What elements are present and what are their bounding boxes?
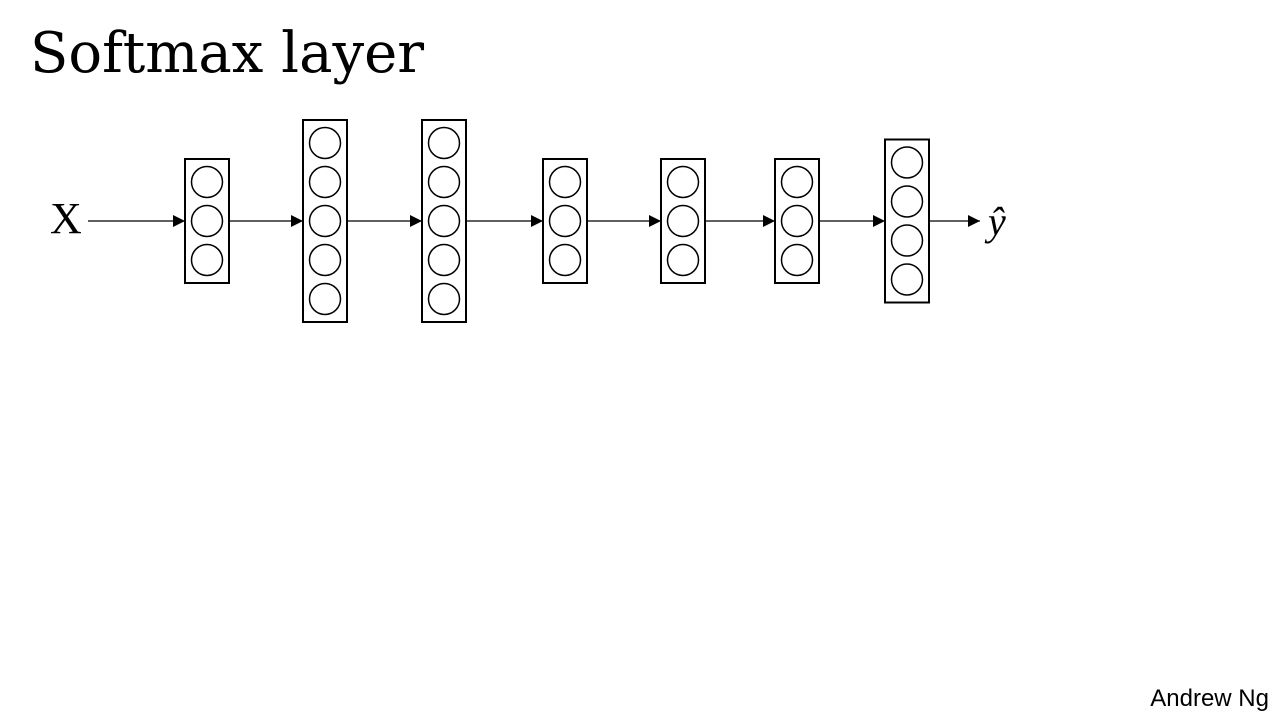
- layer-6-box: [774, 158, 820, 284]
- neuron-unit: [666, 204, 700, 238]
- layer-2-box: [302, 119, 348, 323]
- neuron-unit: [308, 165, 342, 199]
- neuron-unit: [308, 204, 342, 238]
- neuron-unit: [308, 282, 342, 316]
- neuron-unit: [548, 165, 582, 199]
- layer-7-box: [884, 138, 930, 304]
- layer-4: [542, 158, 588, 284]
- neuron-unit: [190, 165, 224, 199]
- neuron-unit: [890, 263, 924, 296]
- neuron-unit: [780, 243, 814, 277]
- neuron-unit: [548, 204, 582, 238]
- layer-7: [884, 138, 930, 304]
- layer-6: [774, 158, 820, 284]
- neuron-unit: [308, 126, 342, 160]
- neuron-unit: [548, 243, 582, 277]
- neuron-unit: [308, 243, 342, 277]
- neuron-unit: [427, 282, 461, 316]
- neuron-unit: [780, 204, 814, 238]
- input-x-label: X: [50, 194, 82, 243]
- slide-title: Softmax layer: [30, 21, 425, 86]
- neuron-unit: [890, 146, 924, 179]
- layer-2: [302, 119, 348, 323]
- layer-3: [421, 119, 467, 323]
- output-y-hat-label: ŷ: [988, 199, 1006, 244]
- neuron-unit: [890, 224, 924, 257]
- layer-5-box: [660, 158, 706, 284]
- neuron-unit: [427, 204, 461, 238]
- neuron-unit: [666, 165, 700, 199]
- neuron-unit: [890, 185, 924, 218]
- neuron-unit: [427, 126, 461, 160]
- layer-3-box: [421, 119, 467, 323]
- layer-4-box: [542, 158, 588, 284]
- author-attribution: Andrew Ng: [1150, 685, 1269, 712]
- neuron-unit: [666, 243, 700, 277]
- layer-1-box: [184, 158, 230, 284]
- neuron-unit: [780, 165, 814, 199]
- neuron-unit: [427, 165, 461, 199]
- layer-5: [660, 158, 706, 284]
- layer-1: [184, 158, 230, 284]
- neuron-unit: [427, 243, 461, 277]
- neuron-unit: [190, 204, 224, 238]
- layers-group: [184, 119, 930, 323]
- neuron-unit: [190, 243, 224, 277]
